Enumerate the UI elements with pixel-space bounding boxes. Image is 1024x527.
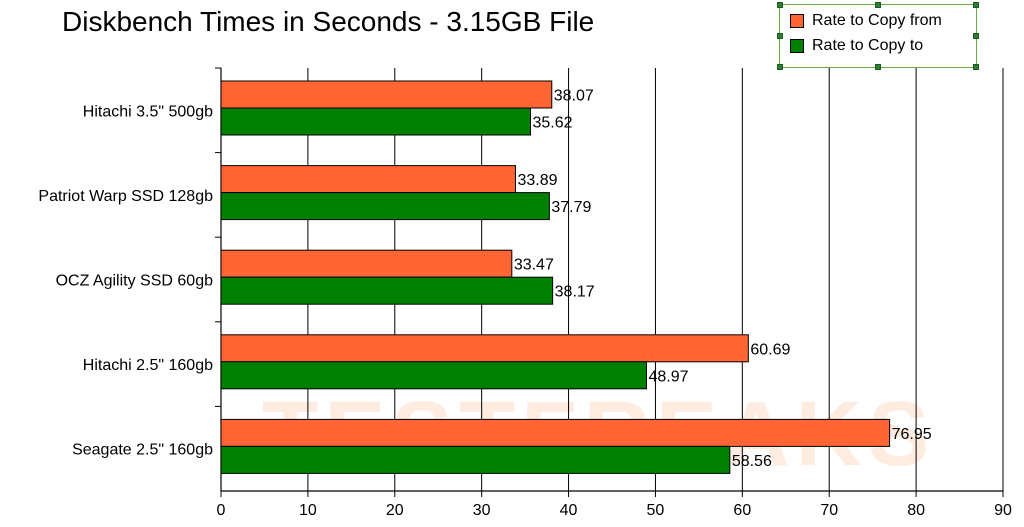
data-label: 48.97 bbox=[648, 368, 688, 385]
data-label: 35.62 bbox=[532, 115, 572, 132]
legend-label-copy-to: Rate to Copy to bbox=[812, 37, 924, 54]
data-label: 38.07 bbox=[554, 88, 594, 105]
resize-handle[interactable] bbox=[777, 2, 783, 8]
data-label: 37.79 bbox=[551, 199, 591, 216]
category-label: Seagate 2.5" 160gb bbox=[72, 442, 213, 459]
category-label: Hitachi 2.5" 160gb bbox=[83, 357, 213, 374]
bar bbox=[220, 165, 516, 194]
legend-swatch-copy-to bbox=[790, 39, 804, 53]
chart-title: Diskbench Times in Seconds - 3.15GB File bbox=[62, 6, 595, 37]
x-tick-label: 60 bbox=[733, 502, 751, 519]
x-tick-label: 10 bbox=[299, 502, 317, 519]
x-tick-label: 90 bbox=[994, 502, 1012, 519]
x-tick-label: 40 bbox=[560, 502, 578, 519]
category-label: Patriot Warp SSD 128gb bbox=[38, 188, 213, 205]
bar bbox=[220, 192, 550, 221]
bar bbox=[220, 361, 647, 390]
resize-handle[interactable] bbox=[777, 33, 783, 39]
category-label: OCZ Agility SSD 60gb bbox=[56, 273, 214, 290]
x-tick-label: 70 bbox=[820, 502, 838, 519]
data-label: 38.17 bbox=[555, 284, 595, 301]
bar bbox=[220, 334, 749, 363]
x-tick-label: 20 bbox=[386, 502, 404, 519]
chart-legend[interactable]: Rate to Copy from Rate to Copy to bbox=[777, 2, 979, 70]
bar bbox=[220, 107, 531, 136]
data-label: 76.95 bbox=[892, 426, 932, 443]
x-tick-label: 50 bbox=[647, 502, 665, 519]
resize-handle[interactable] bbox=[875, 2, 881, 8]
data-label: 58.56 bbox=[732, 453, 772, 470]
bar bbox=[220, 80, 553, 109]
bar bbox=[220, 418, 891, 447]
data-label: 33.47 bbox=[514, 257, 554, 274]
resize-handle[interactable] bbox=[973, 2, 979, 8]
legend-item-copy-to: Rate to Copy to bbox=[790, 36, 923, 56]
category-label: Hitachi 3.5" 500gb bbox=[83, 103, 213, 120]
bar bbox=[220, 249, 513, 278]
legend-label-copy-from: Rate to Copy from bbox=[812, 12, 942, 29]
resize-handle[interactable] bbox=[777, 64, 783, 70]
data-label: 33.89 bbox=[517, 172, 557, 189]
resize-handle[interactable] bbox=[973, 33, 979, 39]
bar bbox=[220, 276, 554, 305]
legend-item-copy-from: Rate to Copy from bbox=[790, 11, 942, 31]
bar bbox=[220, 445, 731, 474]
x-tick-label: 30 bbox=[473, 502, 491, 519]
legend-swatch-copy-from bbox=[790, 14, 804, 28]
data-label: 60.69 bbox=[750, 341, 790, 358]
resize-handle[interactable] bbox=[973, 64, 979, 70]
x-tick-label: 80 bbox=[907, 502, 925, 519]
resize-handle[interactable] bbox=[875, 64, 881, 70]
x-tick-label: 0 bbox=[217, 502, 226, 519]
